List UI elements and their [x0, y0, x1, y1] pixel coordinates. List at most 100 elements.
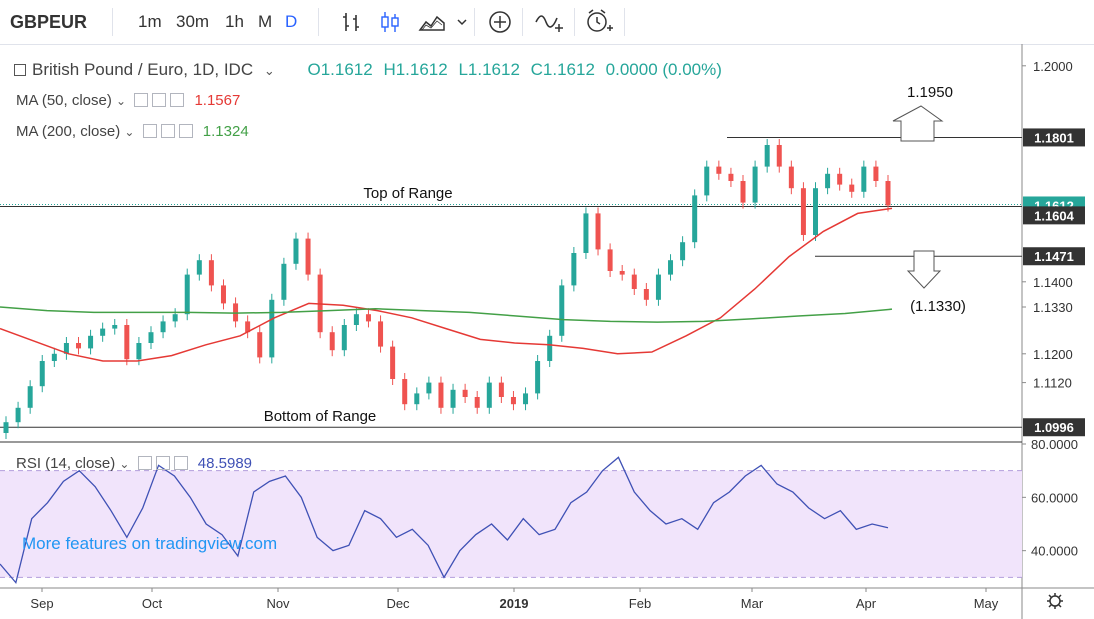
- gear-icon[interactable]: [155, 456, 170, 470]
- gear-icon[interactable]: [160, 124, 175, 138]
- main-legend: British Pound / Euro, 1D, IDC ⌄ O1.1612 …: [14, 60, 722, 80]
- price-label-box: [1023, 128, 1085, 147]
- close-icon[interactable]: [178, 124, 193, 138]
- chart-area[interactable]: Top of Range Bottom of Range 1.1950 (1.1330…: [0, 44, 1094, 619]
- interval-day[interactable]: D: [285, 12, 298, 31]
- toolbar-divider: [574, 8, 575, 36]
- candle: [63, 343, 69, 354]
- candle: [462, 389, 468, 397]
- watermark-link[interactable]: More features on tradingview.com: [22, 534, 278, 553]
- rsi-axis-label: 40.0000: [1031, 544, 1078, 559]
- arrow-down-icon: [906, 250, 942, 289]
- arrow-up-icon: [892, 105, 944, 142]
- interval-1m[interactable]: 1m: [138, 12, 162, 31]
- chevron-down-icon[interactable]: [456, 16, 468, 28]
- candle: [124, 325, 130, 360]
- add-compare-icon[interactable]: [488, 10, 512, 34]
- candle: [535, 361, 541, 394]
- candle: [752, 166, 758, 203]
- ma50-line: [0, 207, 893, 362]
- candle: [849, 184, 855, 192]
- eye-icon[interactable]: [137, 456, 152, 470]
- candle: [800, 188, 806, 235]
- close-icon[interactable]: [170, 93, 185, 107]
- price-axis-label: 1.1471: [1034, 249, 1074, 264]
- candle: [885, 181, 891, 206]
- ma50-label: MA (50, close): [16, 92, 112, 109]
- candle: [148, 332, 154, 343]
- price-axis-label: 1.1400: [1033, 275, 1073, 290]
- candle: [88, 335, 94, 349]
- chevron-down-icon[interactable]: ⌄: [119, 457, 130, 471]
- ohlc-change: 0.0000 (0.00%): [605, 60, 722, 79]
- rsi-line: [0, 456, 889, 585]
- price-axis-label: 1.1200: [1033, 347, 1073, 362]
- annotation-top-of-range: Top of Range: [363, 185, 452, 202]
- interval-1h[interactable]: 1h: [225, 12, 244, 31]
- interval-month[interactable]: M: [258, 12, 273, 31]
- ma200-label: MA (200, close): [16, 123, 121, 140]
- collapse-icon[interactable]: [14, 64, 26, 76]
- chevron-down-icon[interactable]: ⌄: [116, 94, 127, 108]
- price-label-box: [1023, 247, 1085, 266]
- ma200-legend: MA (200, close) ⌄ 1.1324: [16, 123, 249, 140]
- toolbar-divider: [522, 8, 523, 36]
- candle: [776, 145, 782, 167]
- candle: [631, 274, 637, 289]
- candle: [100, 328, 106, 336]
- chevron-down-icon[interactable]: ⌄: [124, 125, 135, 139]
- candle: [15, 407, 21, 423]
- candle: [27, 386, 33, 408]
- candle: [716, 166, 722, 174]
- candle: [378, 321, 384, 347]
- gear-icon[interactable]: [152, 93, 167, 107]
- symbol-search[interactable]: GBPEUR: [10, 12, 88, 32]
- candle: [498, 382, 504, 397]
- toolbar: GBPEUR 1m 30m 1h M D: [0, 0, 1094, 45]
- ohlc-low: L1.1612: [458, 60, 520, 79]
- candle: [390, 346, 396, 379]
- candle: [172, 314, 178, 322]
- price-axis-label: 1.1330: [1033, 300, 1073, 315]
- candles-icon[interactable]: [378, 10, 402, 34]
- ma200-line: [0, 306, 893, 323]
- price-axis-label: 1.0996: [1034, 420, 1074, 435]
- candle: [39, 361, 45, 387]
- time-axis-label: 2019: [500, 596, 529, 611]
- candle: [402, 379, 408, 405]
- candle: [704, 166, 710, 196]
- alert-icon[interactable]: [585, 8, 613, 36]
- bars-icon[interactable]: [340, 10, 364, 34]
- time-axis-label: Oct: [142, 596, 163, 611]
- close-icon[interactable]: [173, 456, 188, 470]
- candle: [728, 173, 734, 181]
- candle: [281, 263, 287, 300]
- area-icon[interactable]: [418, 10, 446, 34]
- candle: [861, 166, 867, 192]
- chevron-down-icon[interactable]: ⌄: [263, 63, 275, 78]
- candle: [583, 213, 589, 253]
- gear-icon-tooth: [1048, 604, 1052, 608]
- gear-icon[interactable]: [1047, 593, 1063, 609]
- candle: [607, 249, 613, 271]
- candle: [450, 389, 456, 408]
- price-label-box: [1023, 418, 1085, 437]
- ohlc-close: C1.1612: [530, 60, 595, 79]
- interval-30m[interactable]: 30m: [176, 12, 210, 31]
- price-axis-label: 1.1604: [1034, 208, 1075, 223]
- candle: [571, 253, 577, 286]
- candle: [474, 397, 480, 408]
- candle: [873, 166, 879, 181]
- candle: [365, 314, 371, 322]
- candle: [680, 242, 686, 261]
- candle: [668, 260, 674, 275]
- eye-icon[interactable]: [134, 93, 149, 107]
- toolbar-divider: [624, 8, 625, 36]
- time-axis-label: Dec: [386, 596, 410, 611]
- indicators-icon[interactable]: [534, 8, 564, 36]
- ohlc-open: O1.1612: [307, 60, 373, 79]
- time-axis-label: Feb: [629, 596, 651, 611]
- price-axis-label: 1.1801: [1034, 130, 1074, 145]
- eye-icon[interactable]: [142, 124, 157, 138]
- target-up-label: 1.1950: [907, 84, 953, 101]
